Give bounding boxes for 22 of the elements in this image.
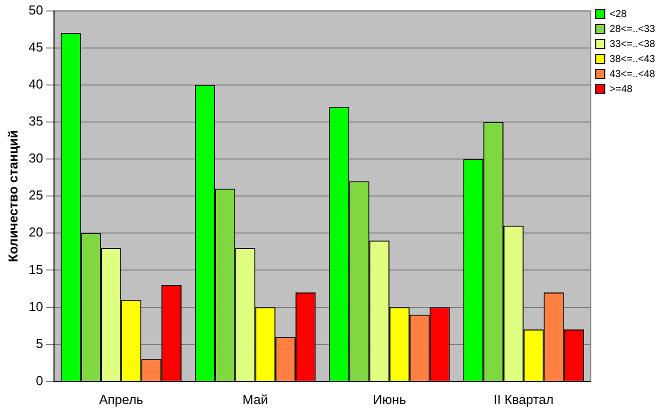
y-tick-label: 25 bbox=[28, 188, 44, 203]
x-tick-label: Май bbox=[242, 392, 268, 407]
y-tick-label: 35 bbox=[28, 114, 44, 129]
y-tick-label: 10 bbox=[28, 298, 44, 314]
x-tick-label: Апрель bbox=[99, 392, 144, 407]
y-tick-label: 40 bbox=[28, 76, 44, 92]
y-tick-label: 15 bbox=[28, 262, 44, 277]
legend-label: <28 bbox=[610, 8, 628, 20]
legend-label: >=48 bbox=[610, 84, 633, 95]
legend-label: 38<=..<43 bbox=[610, 54, 656, 65]
x-tick-label: Июнь bbox=[372, 392, 406, 407]
y-axis-title: Количество станций bbox=[5, 130, 20, 262]
x-tick-label: II Квартал bbox=[494, 392, 554, 407]
y-tick-label: 0 bbox=[36, 372, 44, 388]
y-tick-label: 20 bbox=[28, 224, 44, 240]
y-tick-label: 45 bbox=[28, 39, 44, 54]
legend-label: 28<=..<33 bbox=[610, 24, 656, 35]
y-tick-label: 30 bbox=[28, 150, 44, 166]
y-tick-label: 50 bbox=[28, 2, 44, 18]
legend-label: 33<=..<38 bbox=[610, 38, 656, 50]
y-tick-label: 5 bbox=[36, 336, 44, 351]
legend-label: 43<=..<48 bbox=[610, 68, 656, 80]
